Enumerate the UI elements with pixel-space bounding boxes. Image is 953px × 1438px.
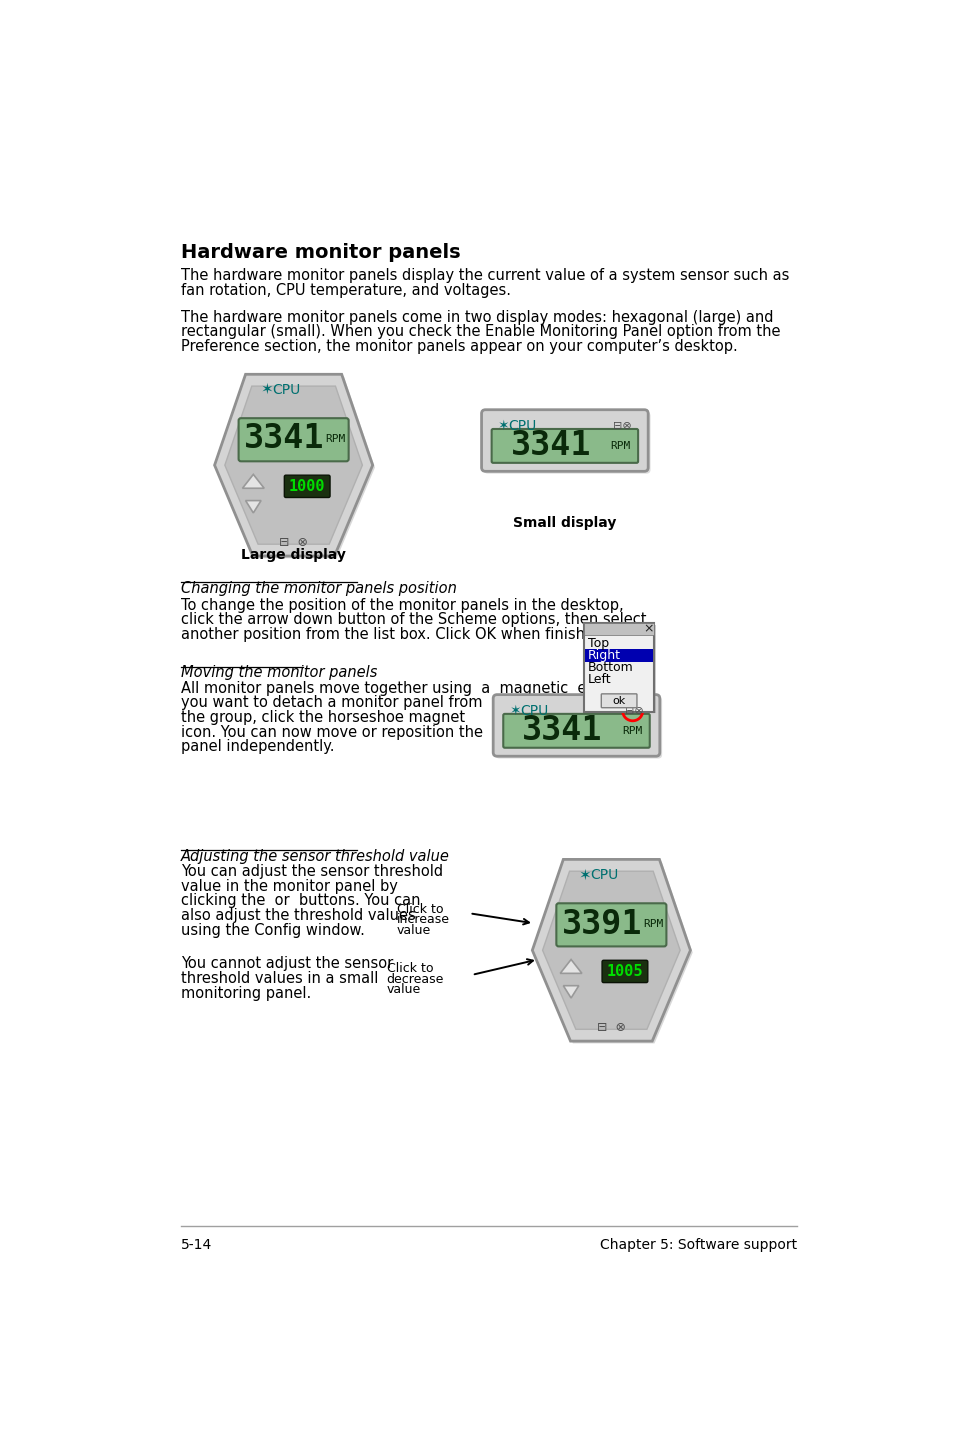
Text: rectangular (small). When you check the Enable Monitoring Panel option from the: rectangular (small). When you check the …	[181, 324, 780, 339]
FancyBboxPatch shape	[503, 713, 649, 748]
Text: also adjust the threshold values: also adjust the threshold values	[181, 907, 416, 923]
Text: ⊟  ⊗: ⊟ ⊗	[279, 536, 308, 549]
Text: Hardware monitor panels: Hardware monitor panels	[181, 243, 460, 262]
FancyBboxPatch shape	[584, 649, 653, 661]
Polygon shape	[542, 871, 679, 1030]
Text: CPU: CPU	[508, 418, 537, 433]
Text: you want to detach a monitor panel from: you want to detach a monitor panel from	[181, 696, 482, 710]
FancyBboxPatch shape	[600, 695, 637, 707]
FancyBboxPatch shape	[238, 418, 348, 462]
Polygon shape	[534, 861, 692, 1044]
FancyBboxPatch shape	[556, 903, 666, 946]
FancyBboxPatch shape	[583, 623, 654, 712]
FancyBboxPatch shape	[491, 429, 638, 463]
Text: panel independently.: panel independently.	[181, 739, 335, 755]
Text: click the arrow down button of the Scheme options, then select: click the arrow down button of the Schem…	[181, 613, 646, 627]
Text: 3341: 3341	[244, 423, 324, 456]
Text: threshold values in a small: threshold values in a small	[181, 971, 378, 986]
Text: You cannot adjust the sensor: You cannot adjust the sensor	[181, 956, 393, 972]
Text: using the Config window.: using the Config window.	[181, 923, 365, 938]
Text: ✶: ✶	[497, 418, 509, 433]
Text: 3391: 3391	[561, 907, 641, 940]
Text: ⊟⊗: ⊟⊗	[613, 421, 631, 431]
Text: RPM: RPM	[621, 726, 641, 736]
Text: Left: Left	[587, 673, 611, 686]
Text: 3341: 3341	[510, 430, 591, 463]
Text: RPM: RPM	[642, 919, 662, 929]
Polygon shape	[225, 387, 362, 544]
Text: value: value	[396, 925, 431, 938]
FancyBboxPatch shape	[601, 961, 647, 982]
Text: ok: ok	[612, 696, 625, 706]
Text: ✶: ✶	[261, 383, 274, 397]
Text: ×: ×	[642, 623, 653, 636]
FancyBboxPatch shape	[495, 697, 661, 758]
Polygon shape	[532, 860, 690, 1041]
Text: Adjusting the sensor threshold value: Adjusting the sensor threshold value	[181, 848, 450, 864]
Text: 3341: 3341	[521, 715, 602, 748]
Text: ⊟  ⊗: ⊟ ⊗	[597, 1021, 625, 1034]
Text: 5-14: 5-14	[181, 1238, 213, 1252]
Text: Small display: Small display	[513, 516, 616, 531]
Text: Changing the monitor panels position: Changing the monitor panels position	[181, 581, 456, 595]
Text: Chapter 5: Software support: Chapter 5: Software support	[599, 1238, 797, 1252]
Text: Bottom: Bottom	[587, 661, 633, 674]
Text: Large display: Large display	[241, 548, 346, 562]
Text: 1000: 1000	[289, 479, 325, 493]
Text: the group, click the horseshoe magnet: the group, click the horseshoe magnet	[181, 710, 465, 725]
Text: another position from the list box. Click OK when finished.: another position from the list box. Clic…	[181, 627, 608, 641]
Text: decrease: decrease	[386, 972, 443, 985]
Text: value: value	[386, 984, 420, 997]
Text: clicking the  or  buttons. You can: clicking the or buttons. You can	[181, 893, 420, 909]
FancyBboxPatch shape	[284, 475, 330, 498]
Text: increase: increase	[396, 913, 449, 926]
Polygon shape	[245, 500, 261, 513]
Text: icon. You can now move or reposition the: icon. You can now move or reposition the	[181, 725, 483, 739]
Text: CPU: CPU	[519, 703, 548, 718]
Polygon shape	[214, 374, 373, 557]
Text: All monitor panels move together using  a  magnetic  effect.  If: All monitor panels move together using a…	[181, 680, 642, 696]
Text: ✶: ✶	[578, 867, 591, 883]
Text: fan rotation, CPU temperature, and voltages.: fan rotation, CPU temperature, and volta…	[181, 283, 511, 298]
Text: Click to: Click to	[396, 903, 443, 916]
Text: ⊟⊗: ⊟⊗	[624, 706, 643, 716]
FancyBboxPatch shape	[483, 413, 650, 473]
Text: monitoring panel.: monitoring panel.	[181, 985, 312, 1001]
Text: To change the position of the monitor panels in the desktop,: To change the position of the monitor pa…	[181, 598, 623, 613]
Text: RPM: RPM	[325, 434, 345, 444]
FancyBboxPatch shape	[493, 695, 659, 756]
Text: CPU: CPU	[273, 383, 300, 397]
Polygon shape	[216, 377, 375, 558]
Text: The hardware monitor panels display the current value of a system sensor such as: The hardware monitor panels display the …	[181, 267, 789, 283]
Text: Moving the monitor panels: Moving the monitor panels	[181, 666, 377, 680]
Polygon shape	[242, 475, 264, 489]
Text: value in the monitor panel by: value in the monitor panel by	[181, 879, 397, 893]
Polygon shape	[559, 959, 581, 974]
Text: Preference section, the monitor panels appear on your computer’s desktop.: Preference section, the monitor panels a…	[181, 339, 738, 354]
Text: Click to: Click to	[386, 962, 433, 975]
Text: ✶: ✶	[509, 703, 520, 718]
FancyBboxPatch shape	[583, 623, 654, 636]
Text: Top: Top	[587, 637, 609, 650]
FancyBboxPatch shape	[585, 624, 655, 713]
Polygon shape	[562, 985, 578, 998]
Text: You can adjust the sensor threshold: You can adjust the sensor threshold	[181, 864, 443, 879]
Text: 1005: 1005	[606, 963, 642, 979]
Text: Right: Right	[587, 649, 620, 661]
FancyBboxPatch shape	[481, 410, 647, 472]
Text: CPU: CPU	[590, 867, 618, 881]
Text: RPM: RPM	[610, 441, 630, 452]
Text: The hardware monitor panels come in two display modes: hexagonal (large) and: The hardware monitor panels come in two …	[181, 309, 773, 325]
